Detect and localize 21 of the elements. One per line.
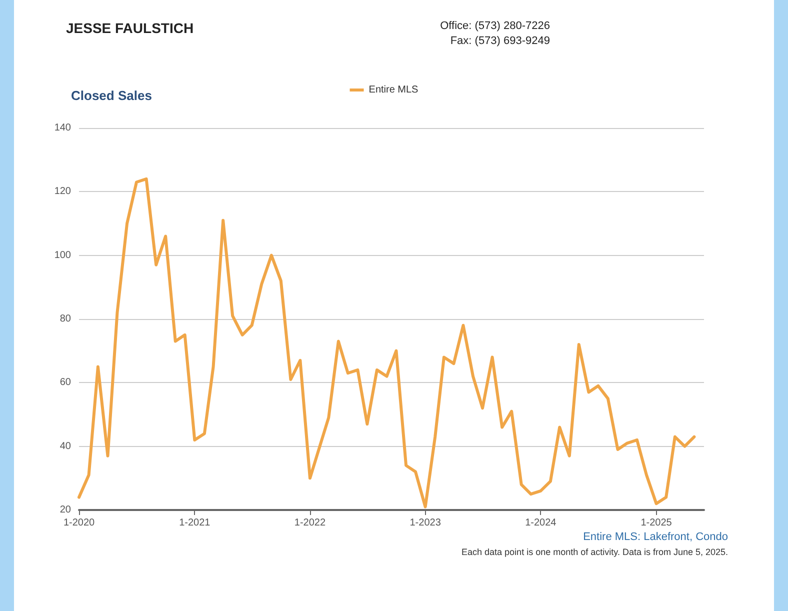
x-tick-label: 1-2023 [410,518,442,528]
text: Fax: (573) 693-9249 [450,35,550,47]
x-tick-label: 1-2025 [640,518,672,528]
text: JESSE FAULSTICH [66,20,194,36]
y-tick-label: 40 [60,440,72,452]
y-tick-label: 80 [60,314,72,324]
x-tick-label: 1-2021 [179,518,211,528]
chart-title: Closed Sales [71,88,152,103]
y-tick-label: 100 [54,250,72,261]
x-tick-label: 1-2024 [525,518,557,528]
y-tick-label: 60 [60,377,72,388]
y-tick-label: 20 [60,504,72,516]
legend-label: Entire MLS [368,84,419,96]
text: Office: (573) 280-7226 [440,20,550,32]
x-tick-label: 1-2020 [63,518,96,528]
text: Entire MLS: Lakefront, Condo [583,531,728,543]
x-tick-label: 1-2022 [294,518,326,528]
y-tick-label: 140 [54,122,72,134]
y-tick-label: 120 [54,186,72,198]
text: Each data point is one month of activity. Data is from June 5, 2025. [462,547,728,557]
line-series [78,177,696,508]
